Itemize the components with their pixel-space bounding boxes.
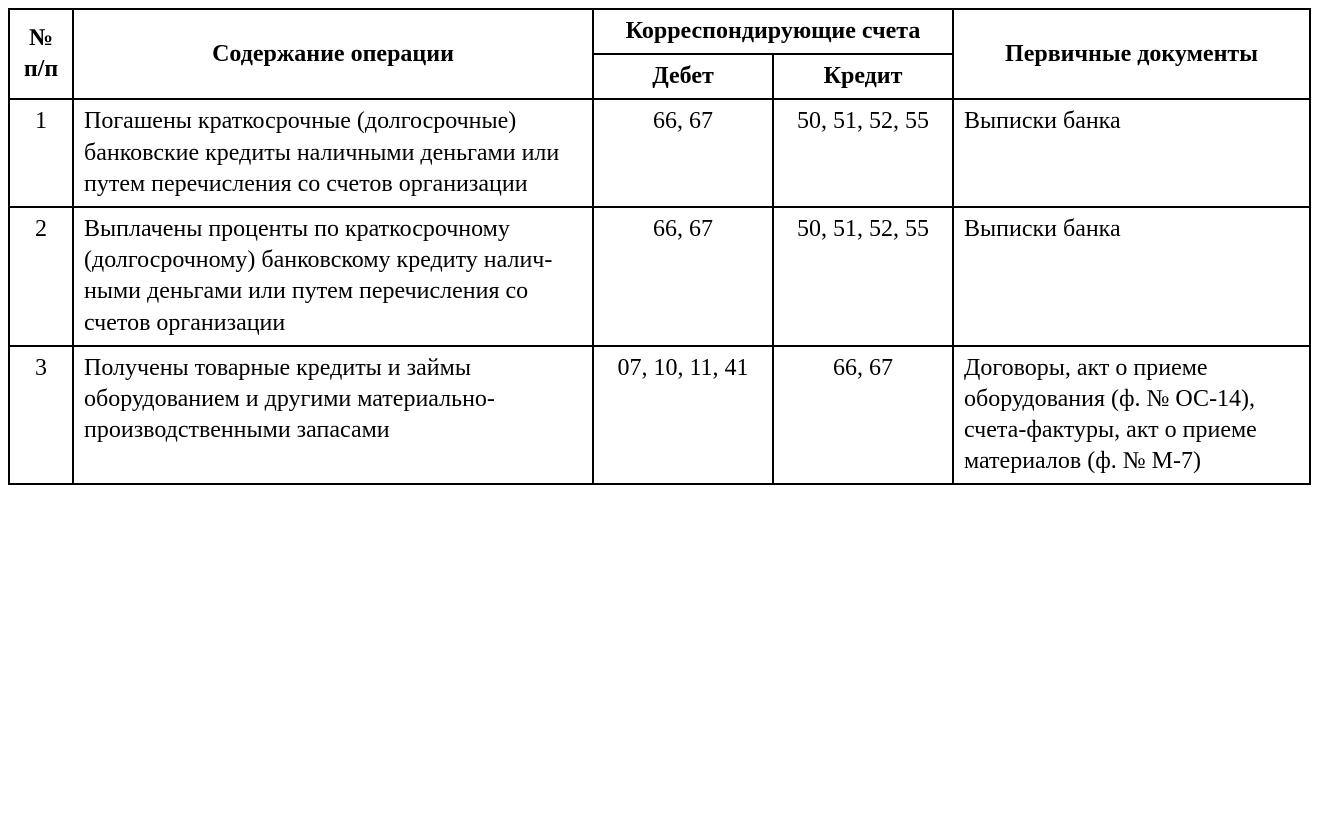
- header-credit: Кредит: [773, 54, 953, 99]
- cell-num: 2: [9, 207, 73, 346]
- table-body: 1 Погашены краткосрочные (долгосрочные) …: [9, 99, 1310, 484]
- cell-docs: Выписки банка: [953, 207, 1310, 346]
- cell-operation: Получены товарные кредиты и займы оборуд…: [73, 346, 593, 485]
- cell-credit: 50, 51, 52, 55: [773, 207, 953, 346]
- header-operation: Содержание операции: [73, 9, 593, 99]
- cell-credit: 50, 51, 52, 55: [773, 99, 953, 207]
- cell-credit: 66, 67: [773, 346, 953, 485]
- cell-num: 1: [9, 99, 73, 207]
- header-docs: Первичные документы: [953, 9, 1310, 99]
- cell-debit: 66, 67: [593, 207, 773, 346]
- accounting-operations-table: № п/п Содержание операции Корреспондирую…: [8, 8, 1311, 485]
- header-debit: Дебет: [593, 54, 773, 99]
- header-corr-accounts: Корреспондирующие счета: [593, 9, 953, 54]
- table-row: 2 Выплачены проценты по крат­косрочному …: [9, 207, 1310, 346]
- cell-operation: Погашены краткосрочные (долгосрочные) ба…: [73, 99, 593, 207]
- table-header: № п/п Содержание операции Корреспондирую…: [9, 9, 1310, 99]
- cell-num: 3: [9, 346, 73, 485]
- cell-docs: Выписки банка: [953, 99, 1310, 207]
- cell-debit: 07, 10, 11, 41: [593, 346, 773, 485]
- cell-docs: Договоры, акт о приеме оборудова­ния (ф.…: [953, 346, 1310, 485]
- table-row: 1 Погашены краткосрочные (долгосрочные) …: [9, 99, 1310, 207]
- header-num: № п/п: [9, 9, 73, 99]
- table-row: 3 Получены товарные кредиты и займы обор…: [9, 346, 1310, 485]
- cell-operation: Выплачены проценты по крат­косрочному (д…: [73, 207, 593, 346]
- cell-debit: 66, 67: [593, 99, 773, 207]
